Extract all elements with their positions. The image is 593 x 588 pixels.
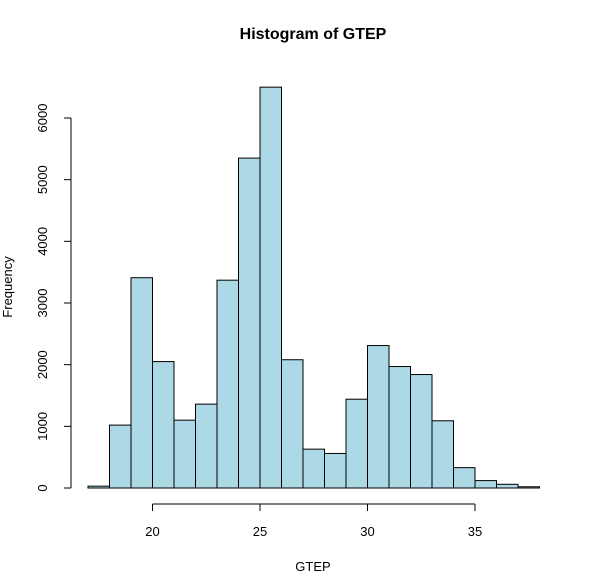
histogram-bar [453,467,476,489]
y-axis-label: Frequency [0,256,15,318]
x-tick-label: 35 [468,524,482,539]
x-tick-label: 20 [145,524,159,539]
histogram-bar [173,419,196,489]
y-tick-label: 1000 [35,412,50,441]
y-tick-label: 3000 [35,289,50,318]
histogram-bar [496,483,519,489]
histogram-bar [109,424,132,489]
histogram-bar [388,366,411,489]
y-tick-label: 5000 [35,165,50,194]
x-axis-label: GTEP [295,559,330,574]
bars-group [87,86,540,489]
y-tick-label: 0 [35,484,50,491]
histogram-bar [281,359,304,489]
histogram-bar [324,452,347,489]
x-axis: 20 25 30 35 [145,503,482,539]
histogram-bar [345,398,368,489]
histogram-bar [195,403,218,489]
histogram-bar [238,157,261,489]
histogram-bar [302,448,325,489]
histogram-bar [474,480,497,489]
histogram-bar [87,485,110,489]
x-tick-label: 30 [360,524,374,539]
histogram-bar [431,420,454,489]
y-tick-label: 6000 [35,104,50,133]
histogram-bar [130,277,153,489]
histogram-bar [152,361,175,489]
histogram-bar [410,374,433,489]
y-axis: 0 1000 2000 3000 4000 5000 6000 [35,104,72,492]
histogram-bar [216,279,239,489]
histogram-bar [367,345,390,489]
histogram-bar [517,486,540,489]
y-tick-label: 2000 [35,350,50,379]
chart-title: Histogram of GTEP [240,26,387,43]
histogram-bar [259,86,282,489]
y-tick-label: 4000 [35,227,50,256]
x-tick-label: 25 [253,524,267,539]
